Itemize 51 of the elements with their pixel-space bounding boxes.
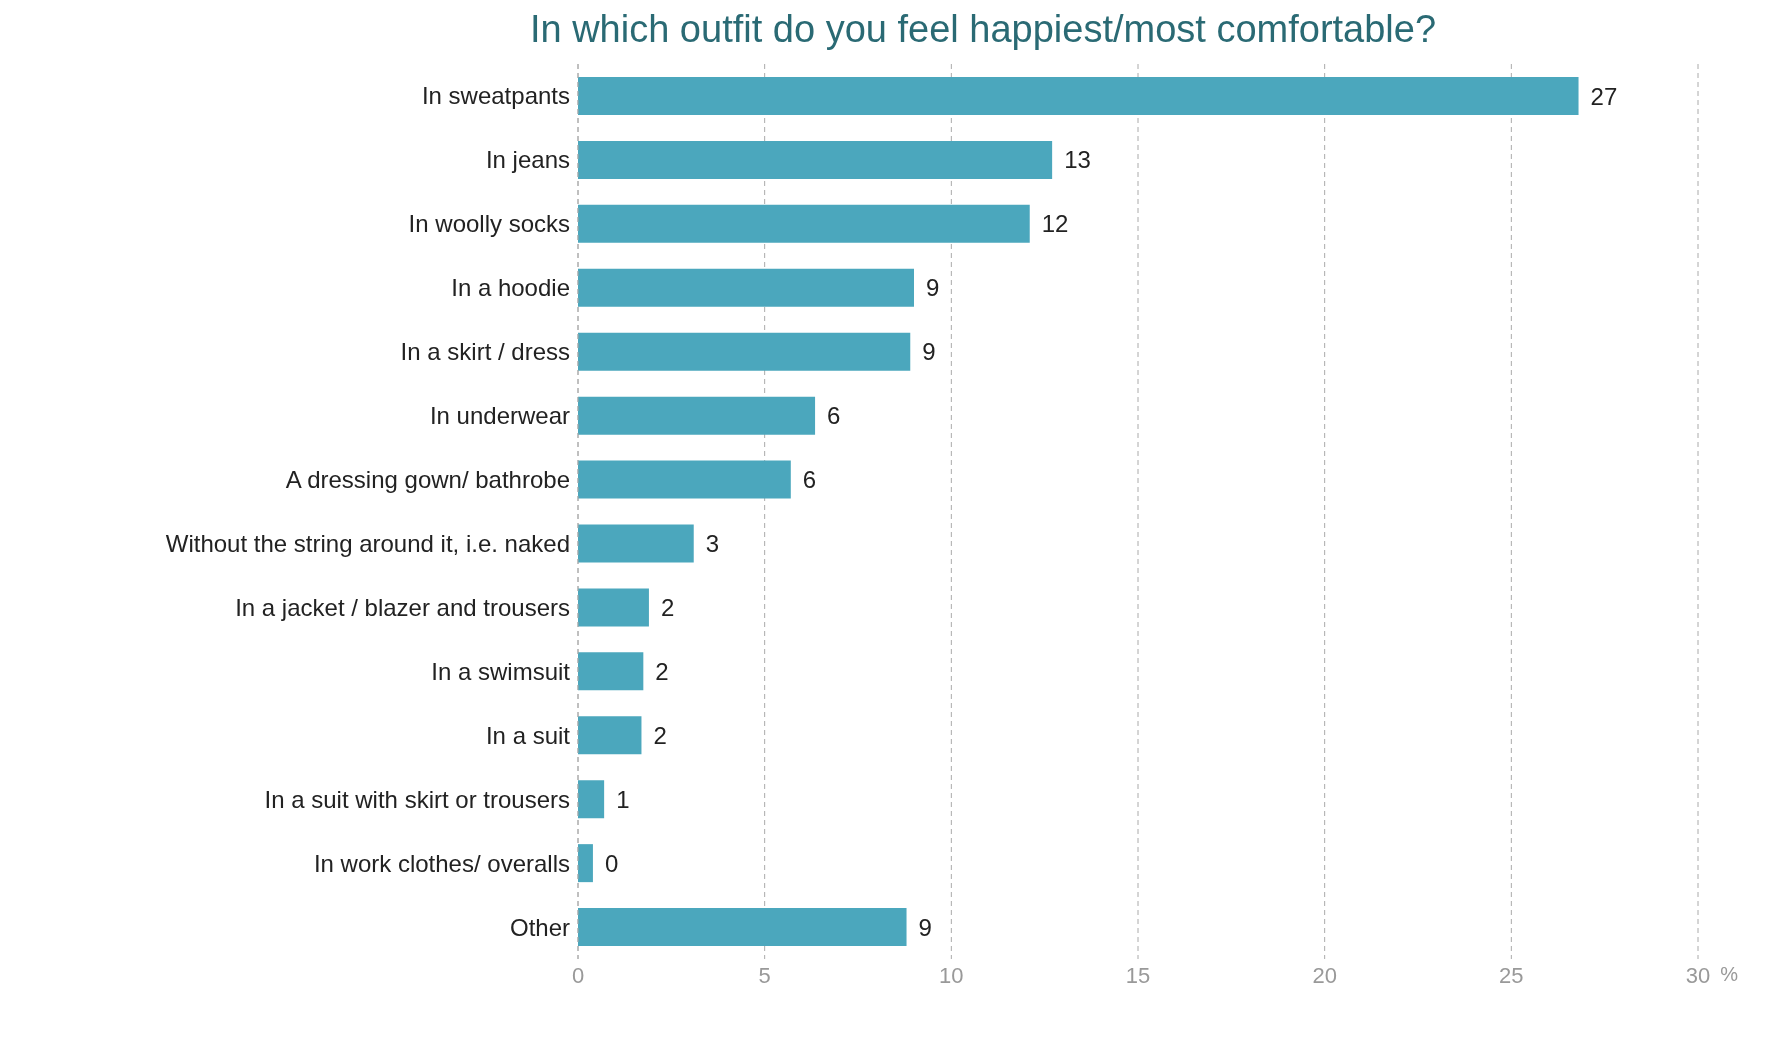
data-label: 6 bbox=[802, 466, 817, 494]
data-label: 9 bbox=[926, 274, 940, 302]
x-tick-label: 30 bbox=[1685, 962, 1711, 988]
bar bbox=[578, 204, 1030, 243]
x-axis-title: % bbox=[1720, 963, 1739, 986]
data-label: 12 bbox=[1041, 210, 1069, 238]
chart-title: In which outfit do you feel happiest/most comfortable? bbox=[528, 8, 1438, 52]
y-tick-label: In a skirt / dress bbox=[400, 338, 570, 366]
data-label: 9 bbox=[922, 338, 936, 366]
data-label: 9 bbox=[918, 913, 932, 941]
x-tick-label: 0 bbox=[571, 962, 585, 988]
x-tick-label: 20 bbox=[1312, 962, 1337, 988]
bar bbox=[578, 652, 644, 691]
y-tick-label: In jeans bbox=[485, 146, 570, 174]
data-label: 1 bbox=[616, 785, 630, 813]
y-tick-label: In a hoodie bbox=[451, 274, 570, 302]
y-tick-label: A dressing gown/ bathrobe bbox=[285, 466, 570, 494]
data-label: 3 bbox=[705, 530, 720, 558]
y-tick-label: In woolly socks bbox=[408, 210, 570, 238]
y-tick-label: In underwear bbox=[429, 402, 570, 430]
y-tick-label: In a suit with skirt or trousers bbox=[264, 785, 570, 813]
bar bbox=[578, 780, 605, 819]
y-tick-label: In a jacket / blazer and trousers bbox=[235, 593, 570, 621]
x-tick-label: 15 bbox=[1125, 962, 1151, 988]
data-label: 27 bbox=[1590, 82, 1618, 110]
bar bbox=[578, 140, 1053, 179]
y-tick-label: In a swimsuit bbox=[431, 657, 571, 685]
bar bbox=[578, 332, 911, 371]
y-tick-label: In sweatpants bbox=[421, 82, 570, 110]
bar bbox=[578, 524, 694, 563]
bar bbox=[578, 268, 914, 307]
data-label: 6 bbox=[827, 402, 841, 430]
y-tick-label: In a suit bbox=[485, 721, 571, 749]
y-tick-label: In work clothes/ overalls bbox=[313, 849, 570, 877]
bar bbox=[578, 588, 649, 627]
data-label: 2 bbox=[655, 657, 669, 685]
x-tick-label: 25 bbox=[1499, 962, 1524, 988]
data-label: 13 bbox=[1064, 146, 1091, 174]
bar bbox=[578, 844, 593, 883]
data-label: 2 bbox=[660, 593, 675, 621]
bar bbox=[578, 77, 1579, 115]
y-tick-label: Without the string around it, i.e. naked bbox=[165, 529, 570, 557]
x-tick-label: 5 bbox=[758, 962, 771, 988]
data-label: 0 bbox=[604, 849, 619, 877]
x-tick-label: 10 bbox=[939, 962, 964, 988]
y-tick-label: Other bbox=[509, 913, 570, 941]
bar bbox=[578, 396, 816, 435]
bar bbox=[578, 716, 642, 755]
bar bbox=[578, 908, 907, 947]
data-label: 2 bbox=[653, 721, 667, 749]
bar bbox=[578, 460, 791, 499]
